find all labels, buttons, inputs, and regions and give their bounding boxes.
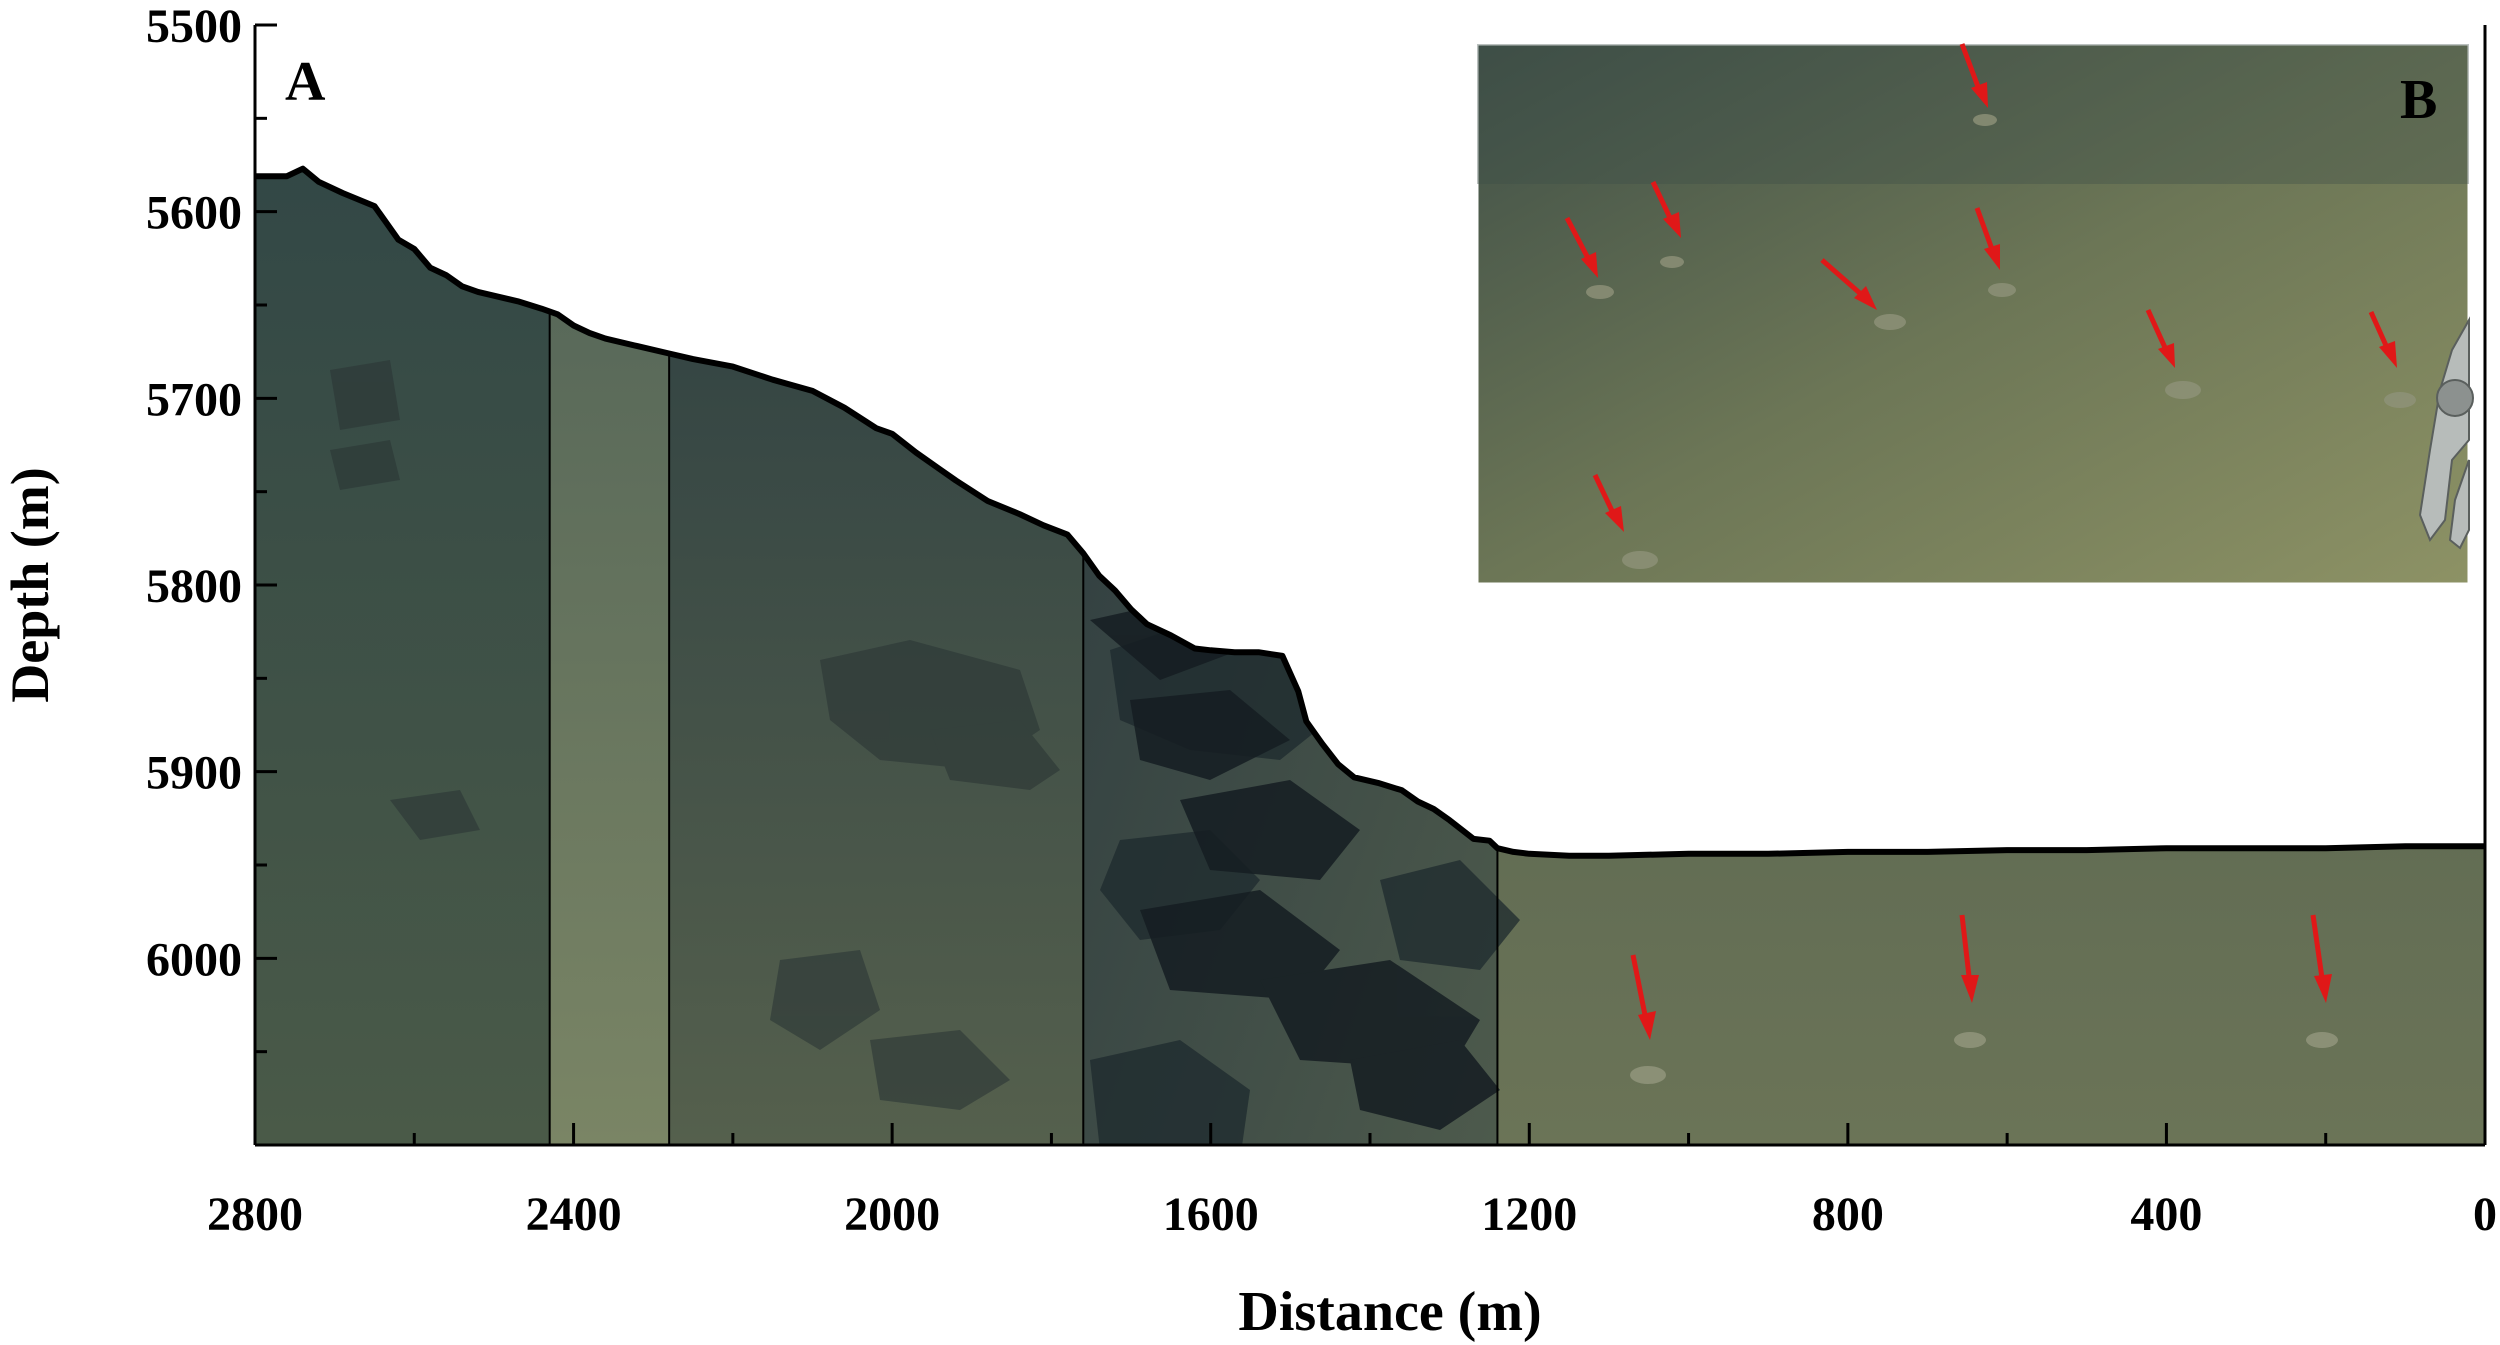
- red-arrow-icon: [1630, 954, 1656, 1040]
- nodule-shape: [1630, 1066, 1666, 1084]
- photo-strip-separators: [548, 311, 1499, 1145]
- red-arrow-icon: [1820, 258, 1877, 310]
- x-tick-label: 1200: [1481, 1188, 1577, 1241]
- x-tick-label: 0: [2473, 1188, 2497, 1241]
- y-tick-label: 5600: [146, 187, 242, 240]
- red-arrow-icon: [2310, 914, 2332, 1003]
- x-ticks: [253, 1123, 2487, 1145]
- inset-photo-b: B: [1475, 42, 2474, 586]
- y-tick-label: 5800: [146, 560, 242, 613]
- y-ticks: [255, 23, 277, 1147]
- red-arrow-icon: [2145, 308, 2175, 368]
- red-arrow-icon: [2368, 310, 2397, 368]
- x-axis-label: Distance (m): [1238, 1281, 1541, 1343]
- red-arrow-icon: [1592, 473, 1624, 532]
- red-arrow-icon: [1564, 216, 1598, 278]
- inset-photo-haze: [1477, 44, 2469, 184]
- nodule-shape: [2306, 1032, 2338, 1048]
- x-tick-label: 2800: [207, 1188, 303, 1241]
- inset-nodules: [1586, 114, 2416, 569]
- boulder-shapes: [330, 360, 1060, 1110]
- y-axis-label: Depth (m): [0, 467, 60, 702]
- nodule-shape: [1954, 1032, 1986, 1048]
- red-arrow-icon: [1959, 43, 1988, 108]
- x-tick-label: 400: [2130, 1188, 2202, 1241]
- y-tick-labels: 5500 5600 5700 5800 5900 6000: [146, 0, 242, 986]
- x-tick-labels: 2800 2400 2000 1600 1200 800 400 0: [207, 1188, 2497, 1241]
- nodule-markers-strip: [1630, 914, 2338, 1084]
- depth-profile-line: [255, 165, 2485, 859]
- inset-red-arrows: [1564, 43, 2397, 532]
- x-tick-label: 1600: [1163, 1188, 1259, 1241]
- x-tick-label: 800: [1812, 1188, 1884, 1241]
- y-tick-label: 5700: [146, 373, 242, 426]
- red-arrow-icon: [1974, 207, 2000, 270]
- panel-b-label: B: [2400, 69, 2437, 131]
- panel-a-label: A: [285, 51, 326, 113]
- inset-photo-background: [1475, 42, 2471, 586]
- rock-shapes-dark: [1090, 600, 1500, 1130]
- x-tick-label: 2000: [844, 1188, 940, 1241]
- y-tick-label: 5500: [146, 0, 242, 53]
- y-tick-label: 6000: [146, 933, 242, 986]
- red-arrow-icon: [1959, 914, 1979, 1003]
- red-arrow-icon: [1650, 180, 1681, 238]
- manipulator-claw-icon: [2418, 316, 2474, 550]
- x-tick-label: 2400: [526, 1188, 622, 1241]
- y-tick-label: 5900: [146, 747, 242, 800]
